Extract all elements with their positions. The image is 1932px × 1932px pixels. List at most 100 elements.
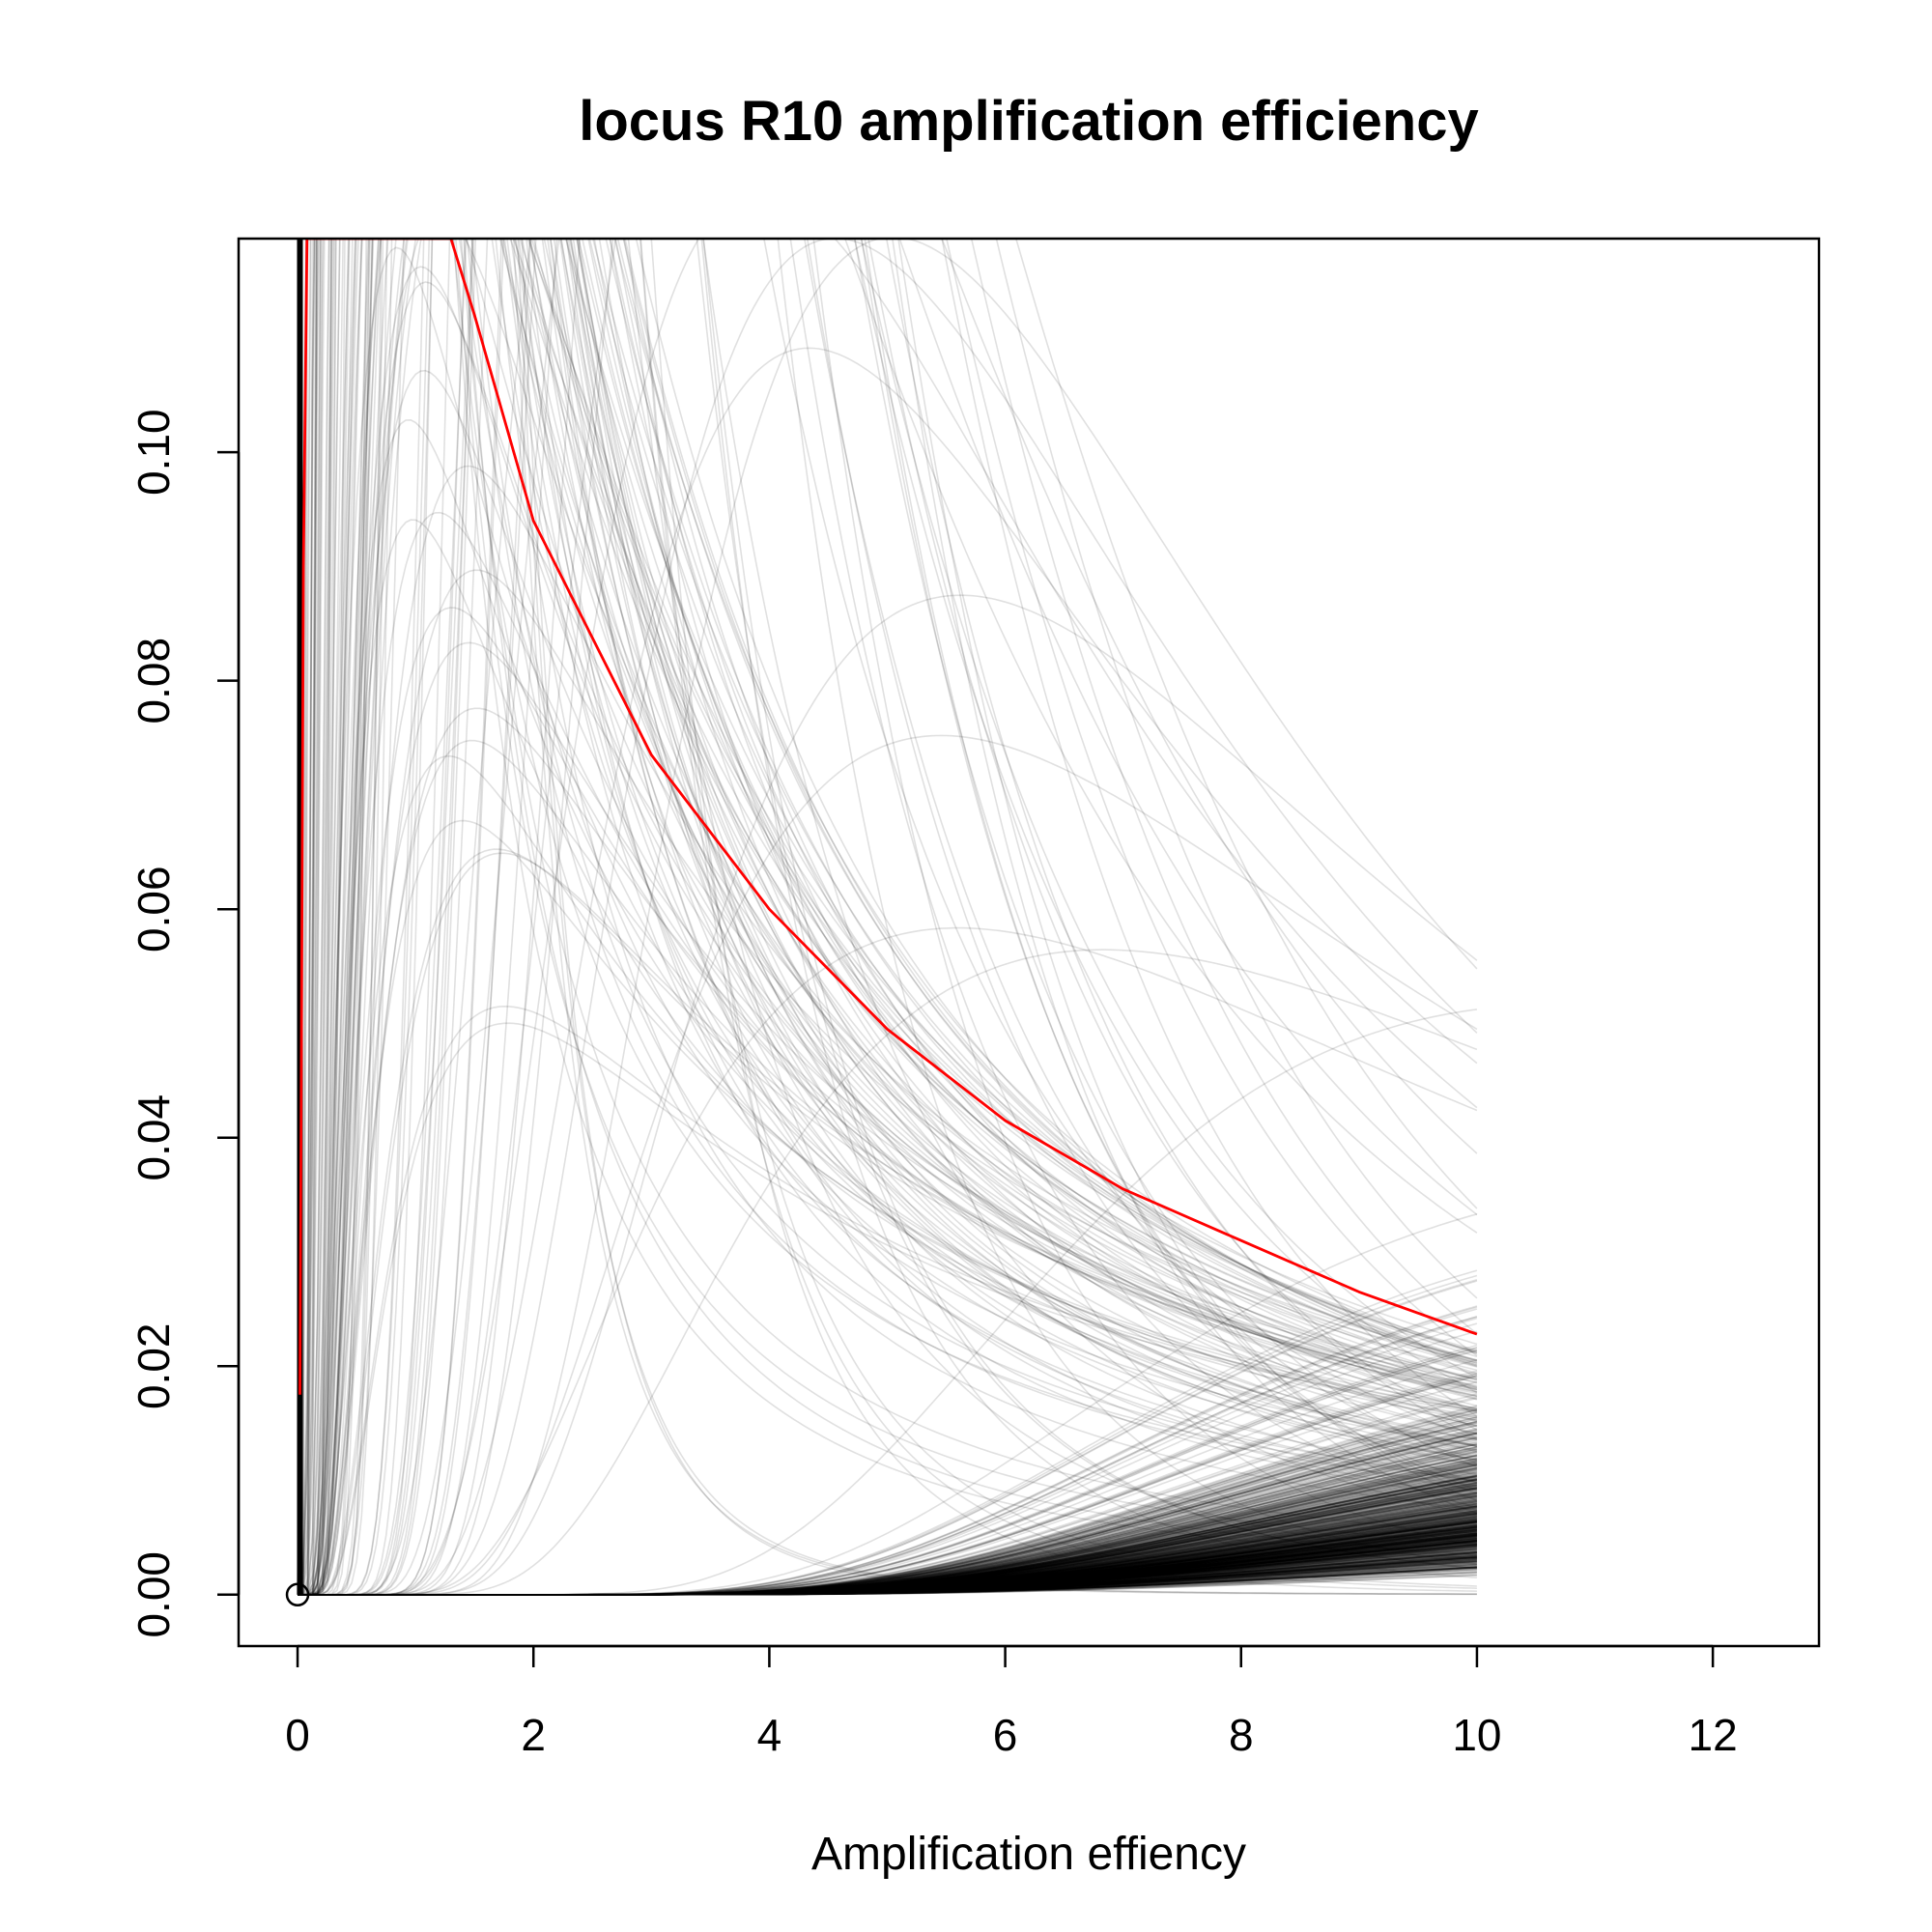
density-curve [298, 1554, 1477, 1596]
density-curve [298, 1508, 1478, 1596]
density-curve [298, 239, 1478, 1596]
density-curve [298, 1447, 1478, 1596]
density-curve [298, 1545, 1477, 1596]
density-curve [298, 1544, 1477, 1596]
density-curve [298, 1560, 1477, 1596]
density-curve [298, 1483, 1478, 1596]
density-curve [298, 1565, 1477, 1596]
density-curve [298, 1564, 1477, 1596]
density-curve [298, 1535, 1477, 1596]
density-curve [298, 1551, 1477, 1596]
density-curve [298, 1475, 1478, 1596]
density-curve [298, 1518, 1477, 1596]
density-curve [298, 1489, 1478, 1596]
density-curve [298, 1445, 1478, 1596]
density-curve [298, 1491, 1478, 1596]
density-curve [298, 239, 1478, 1596]
density-curve [298, 1536, 1477, 1596]
density-curve [298, 1538, 1477, 1596]
density-curve [298, 239, 1478, 1596]
density-curve [298, 1507, 1478, 1596]
density-curve [298, 1496, 1478, 1596]
density-curve [298, 1551, 1477, 1596]
density-curve [298, 239, 1478, 1596]
density-curve [298, 1503, 1478, 1596]
density-curve [298, 239, 1478, 1596]
density-curve [298, 1530, 1477, 1596]
density-curve [298, 1530, 1477, 1596]
density-curve [298, 1508, 1478, 1596]
density-curve [298, 1347, 1478, 1596]
density-curve [298, 239, 1478, 1596]
density-curve [298, 1487, 1478, 1596]
density-curve [298, 1463, 1478, 1596]
density-curve [298, 1372, 1478, 1596]
density-curve [298, 1556, 1477, 1596]
density-curve [298, 1428, 1478, 1596]
density-curve [298, 1518, 1477, 1596]
density-curve [298, 1516, 1478, 1596]
density-curve [298, 1432, 1478, 1596]
density-curve [298, 1511, 1478, 1596]
density-curve [298, 1546, 1477, 1596]
density-curve [298, 1524, 1477, 1596]
density-curve [298, 1517, 1478, 1596]
density-curve [298, 1483, 1478, 1596]
x-tick-label: 2 [521, 1710, 546, 1760]
density-curve [298, 1528, 1477, 1596]
density-curve [298, 239, 1478, 1596]
y-tick-label: 0.10 [128, 409, 179, 496]
density-curve [298, 1433, 1478, 1596]
density-curve [298, 1417, 1478, 1596]
density-curve [298, 1424, 1478, 1596]
density-curve [298, 1530, 1477, 1596]
density-curve [298, 1479, 1478, 1596]
density-curve [298, 1393, 1478, 1596]
density-curve [298, 1566, 1477, 1596]
density-curve [298, 239, 1478, 1596]
density-curve [298, 1558, 1477, 1596]
density-curve [298, 1454, 1478, 1596]
density-curve [298, 1535, 1477, 1596]
density-curve [298, 1478, 1478, 1596]
density-curve [297, 239, 1478, 1596]
density-curve [298, 239, 1478, 1596]
density-curve [298, 1479, 1478, 1596]
density-curve [298, 1494, 1478, 1596]
density-curve [298, 1556, 1477, 1596]
density-curve [298, 239, 1478, 1596]
density-curve [298, 1516, 1477, 1596]
density-curve [298, 1528, 1477, 1596]
density-curve [298, 239, 1478, 1596]
density-curve [298, 1534, 1477, 1596]
density-curve [298, 239, 1478, 1596]
density-curve [298, 347, 1478, 1596]
density-curve [298, 1515, 1478, 1596]
density-curve [298, 1466, 1478, 1596]
density-curve [298, 1475, 1478, 1596]
density-curve [298, 1566, 1477, 1596]
density-curve [298, 1539, 1477, 1596]
density-curve [298, 1482, 1478, 1596]
density-curve [298, 1495, 1478, 1596]
density-curve [298, 1502, 1478, 1596]
density-curve [298, 1548, 1477, 1596]
density-curve [298, 1496, 1478, 1596]
density-curve [298, 1475, 1478, 1596]
density-curve [298, 1516, 1478, 1596]
density-curve [298, 607, 1478, 1596]
density-curve [298, 1453, 1478, 1596]
density-curve [298, 1502, 1478, 1596]
density-curve [298, 1458, 1478, 1596]
x-tick-label: 0 [285, 1710, 310, 1760]
density-curve [298, 1545, 1477, 1596]
density-curve [298, 1538, 1477, 1596]
density-curve [298, 1511, 1478, 1596]
density-curve [298, 1544, 1477, 1596]
density-curve [298, 1560, 1477, 1596]
density-curve [298, 239, 1478, 1596]
density-curve [298, 1548, 1477, 1596]
density-curve [298, 1451, 1478, 1596]
density-curve [298, 1551, 1477, 1596]
density-curve [298, 1513, 1478, 1596]
